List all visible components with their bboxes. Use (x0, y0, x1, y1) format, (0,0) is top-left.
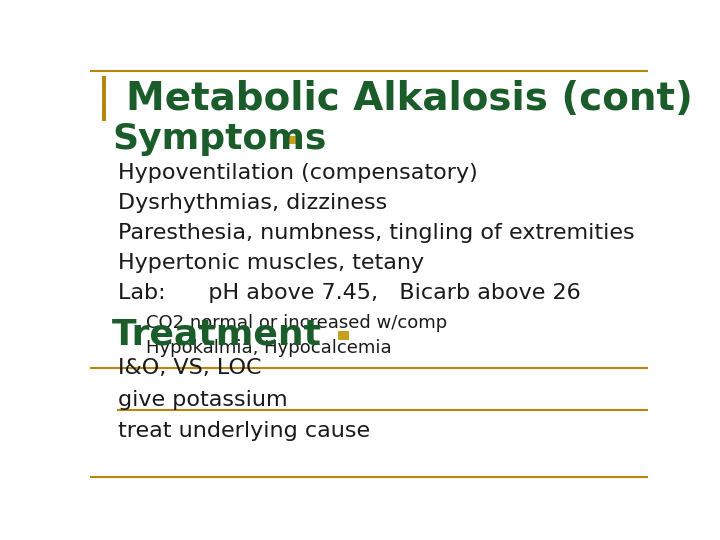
Text: Hypokalmia, Hypocalcemia: Hypokalmia, Hypocalcemia (145, 339, 392, 356)
Bar (701, 366, 708, 371)
Text: Hypertonic muscles, tetany: Hypertonic muscles, tetany (118, 253, 424, 273)
Text: Hypoventilation (compensatory): Hypoventilation (compensatory) (118, 163, 477, 183)
Text: Dysrhythmias, dizziness: Dysrhythmias, dizziness (118, 193, 387, 213)
Text: CO2 normal or increased w/comp: CO2 normal or increased w/comp (145, 314, 447, 332)
Bar (102, 76, 106, 121)
Text: I&O, VS, LOC: I&O, VS, LOC (118, 359, 261, 379)
Bar (288, 136, 300, 144)
Bar (338, 332, 349, 340)
Text: Paresthesia, numbness, tingling of extremities: Paresthesia, numbness, tingling of extre… (118, 223, 634, 243)
Text: treat underlying cause: treat underlying cause (118, 421, 370, 441)
Text: give potassium: give potassium (118, 389, 287, 409)
Text: Treatment: Treatment (112, 317, 323, 351)
Text: Metabolic Alkalosis (cont): Metabolic Alkalosis (cont) (126, 80, 693, 118)
Text: Lab:      pH above 7.45,   Bicarb above 26: Lab: pH above 7.45, Bicarb above 26 (118, 282, 580, 302)
Text: Symptoms: Symptoms (112, 122, 327, 156)
